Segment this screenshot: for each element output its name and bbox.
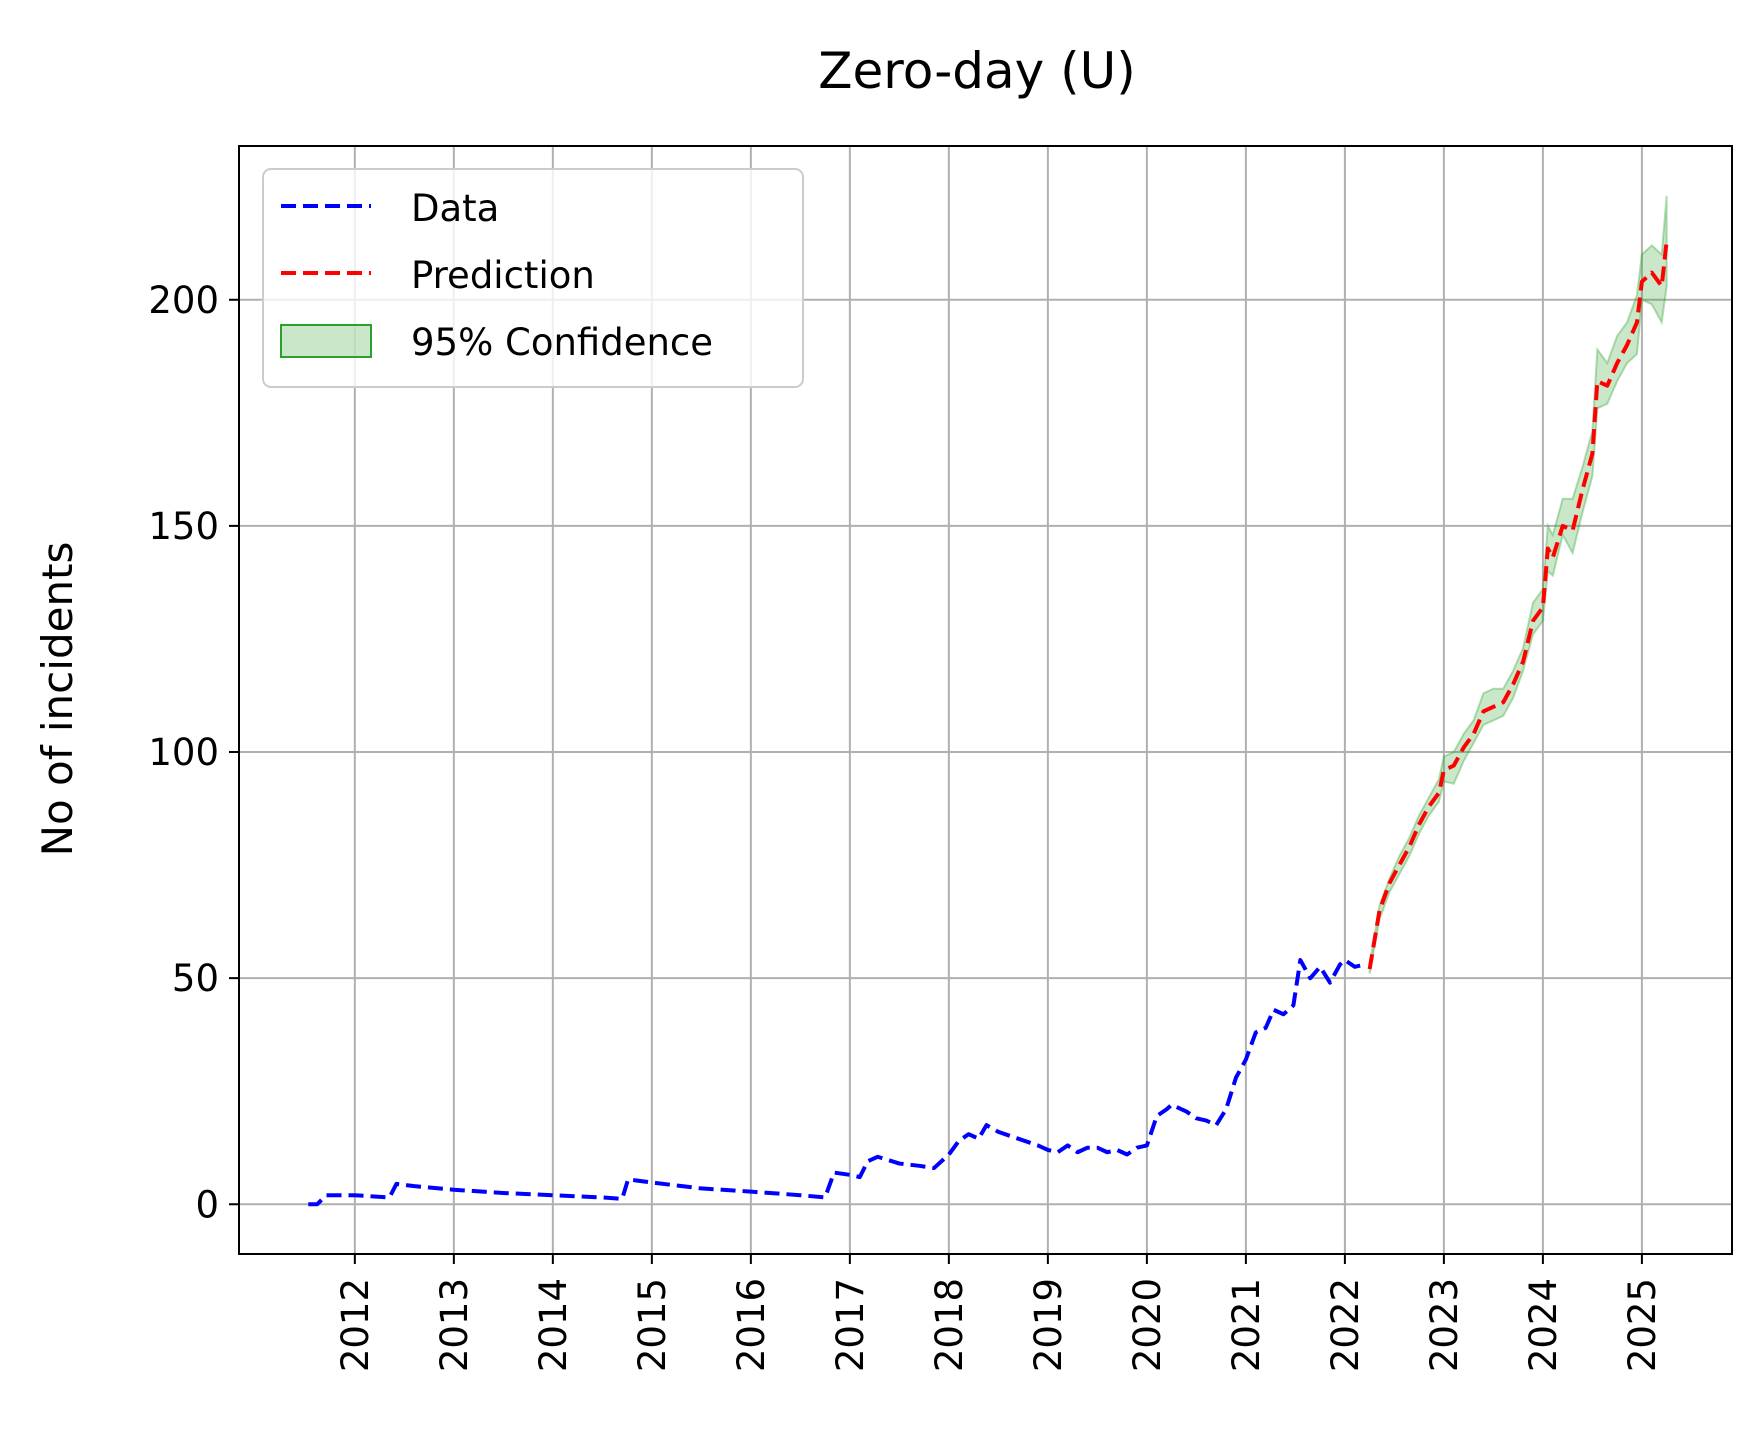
y-tick-label-100: 100 — [148, 731, 219, 774]
x-tick-label-2025: 2025 — [1621, 1278, 1664, 1372]
series-lines — [308, 240, 1669, 1207]
y-axis-label: No of incidents — [33, 542, 82, 857]
x-tick-label-2015: 2015 — [631, 1278, 674, 1372]
legend-confidence-swatch — [280, 324, 372, 358]
y-tick-label-150: 150 — [148, 505, 219, 548]
plot-frame — [238, 145, 1733, 1255]
x-tick-label-2021: 2021 — [1225, 1278, 1268, 1372]
x-tick-label-2024: 2024 — [1522, 1278, 1565, 1372]
x-tick-label-2020: 2020 — [1126, 1278, 1169, 1372]
x-tick-label-2023: 2023 — [1423, 1278, 1466, 1372]
data-series-line — [308, 958, 1366, 1207]
legend: Data Prediction 95% Confidence — [262, 168, 804, 388]
chart-title: Zero-day (U) — [818, 42, 1136, 100]
y-tick-label-0: 0 — [195, 1183, 219, 1226]
x-tick-label-2018: 2018 — [928, 1278, 971, 1372]
legend-data-label: Data — [411, 187, 499, 230]
x-tick-label-2017: 2017 — [829, 1278, 872, 1372]
legend-frame — [262, 168, 804, 388]
x-tick-label-2013: 2013 — [433, 1278, 476, 1372]
legend-prediction-label: Prediction — [411, 254, 595, 297]
y-axis-ticks: 0 50 100 150 200 — [148, 279, 239, 1226]
x-tick-label-2014: 2014 — [532, 1278, 575, 1372]
y-tick-label-50: 50 — [172, 957, 219, 1000]
legend-confidence-label: 95% Confidence — [411, 321, 713, 364]
x-tick-label-2022: 2022 — [1324, 1278, 1367, 1372]
x-tick-label-2016: 2016 — [730, 1278, 773, 1372]
x-tick-label-2012: 2012 — [334, 1278, 377, 1372]
x-tick-label-2019: 2019 — [1027, 1278, 1070, 1372]
prediction-series-line — [1367, 240, 1669, 970]
y-tick-label-200: 200 — [148, 279, 219, 322]
x-axis-ticks: 2012 2013 2014 2015 2016 2017 2018 2019 2020 2021… — [334, 1254, 1664, 1372]
